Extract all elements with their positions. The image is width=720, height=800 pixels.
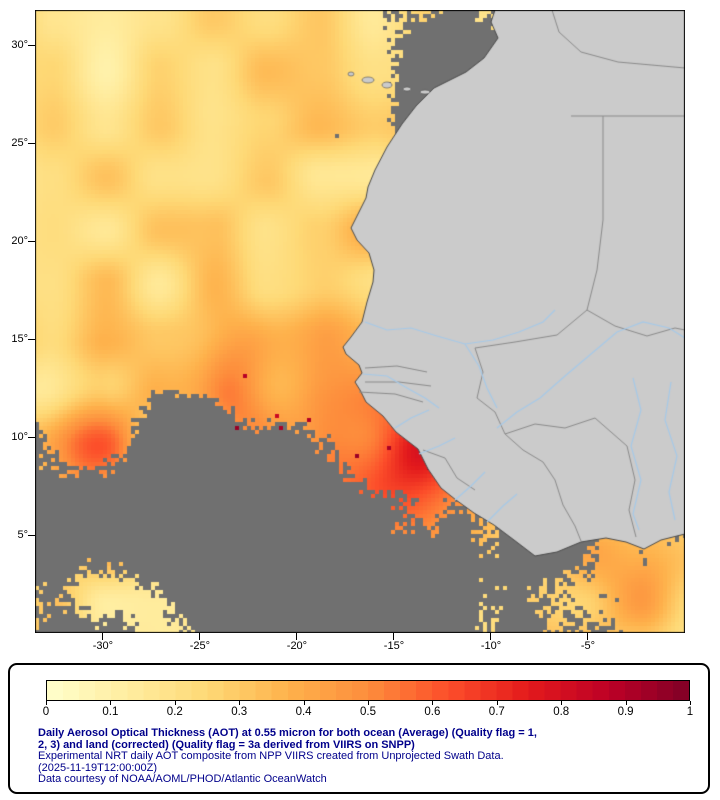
colorbar-tick-label: 0 xyxy=(42,706,50,718)
lat-tick-label: 30° xyxy=(11,39,28,52)
colorbar-tick-mark xyxy=(368,701,369,705)
lon-tick-mark xyxy=(199,633,201,640)
colorbar-tick-mark xyxy=(46,701,47,705)
caption-description: Experimental NRT daily AOT composite fro… xyxy=(38,750,504,763)
lon-tick-label: -25° xyxy=(189,640,211,652)
colorbar-tick-label: 1 xyxy=(686,706,694,718)
lat-tick-mark xyxy=(28,142,35,144)
colorbar-tick-mark xyxy=(625,701,627,705)
colorbar-tick-label: 0.1 xyxy=(102,706,119,718)
lon-tick-mark xyxy=(296,633,298,640)
lat-tick-mark xyxy=(28,436,35,438)
lat-tick-mark xyxy=(28,44,35,46)
lon-tick-label: -15° xyxy=(383,640,405,652)
lon-tick-mark xyxy=(490,633,492,640)
lon-tick-mark xyxy=(393,633,395,640)
lat-tick-label: 10° xyxy=(11,431,28,444)
colorbar-tick-label: 0.5 xyxy=(360,706,376,718)
aot-colorbar xyxy=(46,680,690,701)
caption-title-line1: Daily Aerosol Optical Thickness (AOT) at… xyxy=(38,727,537,739)
caption-credit: Data courtesy of NOAA/AOML/PHOD/Atlantic… xyxy=(38,773,327,786)
colorbar-tick-label: 0.6 xyxy=(424,706,441,718)
lat-tick-label: 5° xyxy=(17,529,28,542)
colorbar-tick-label: 0.3 xyxy=(231,706,248,718)
lat-tick-label: 25° xyxy=(11,137,28,150)
colorbar-tick-label: 0.8 xyxy=(553,706,570,718)
colorbar-tick-label: 0.7 xyxy=(488,706,505,718)
colorbar-tick-mark xyxy=(239,701,241,705)
lon-tick-label: -30° xyxy=(92,640,114,652)
colorbar-tick-mark xyxy=(690,701,691,705)
lon-tick-mark xyxy=(102,633,104,640)
lat-tick-label: 15° xyxy=(11,333,28,346)
legend-panel: 0 0.1 0.2 0.3 0.4 0.5 0.6 0.7 0.8 0.9 1 Daily Aero… xyxy=(8,663,710,794)
caption-title-line2: 2, 3) and land (corrected) (Quality flag… xyxy=(38,738,415,751)
colorbar-tick-label: 0.2 xyxy=(166,706,183,718)
colorbar-tick-mark xyxy=(174,701,176,705)
lon-tick-mark xyxy=(587,633,589,640)
colorbar-tick-mark xyxy=(303,701,305,705)
colorbar-tick-label: 0.9 xyxy=(617,706,634,718)
aot-raster-map xyxy=(35,10,685,633)
lat-tick-mark xyxy=(28,534,35,536)
caption-timestamp: (2025-11-19T12:00:00Z) xyxy=(38,761,158,774)
caption: Daily Aerosol Optical Thickness (AOT) at… xyxy=(38,727,698,786)
colorbar-tick-mark xyxy=(496,701,498,705)
lon-tick-label: -5° xyxy=(580,640,596,652)
lat-tick-mark xyxy=(28,338,35,340)
lon-tick-label: -20° xyxy=(286,640,308,652)
lat-tick-mark xyxy=(28,240,35,242)
lon-tick-label: -10° xyxy=(480,640,502,652)
colorbar-tick-mark xyxy=(432,701,434,705)
colorbar-tick-mark xyxy=(110,701,112,705)
colorbar-tick-mark xyxy=(561,701,563,705)
colorbar-tick-label: 0.4 xyxy=(295,706,312,718)
lat-tick-label: 20° xyxy=(11,235,28,248)
